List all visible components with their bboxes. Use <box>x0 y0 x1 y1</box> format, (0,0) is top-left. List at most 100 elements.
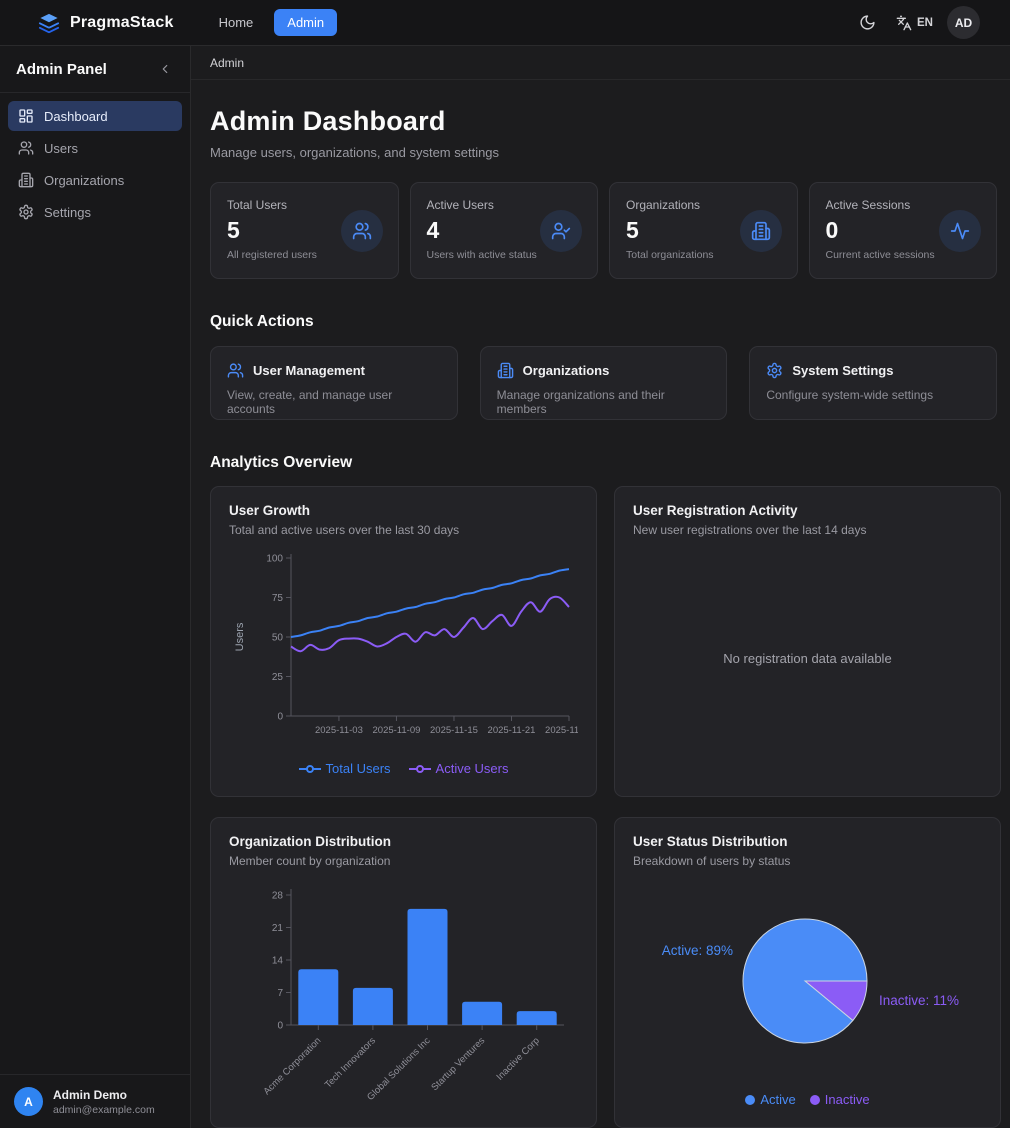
svg-text:14: 14 <box>272 956 284 967</box>
chart-title: User Status Distribution <box>633 834 788 849</box>
language-switcher[interactable]: EN <box>896 15 933 31</box>
dark-mode-toggle[interactable] <box>852 8 882 38</box>
stat-card: Organizations 5 Total organizations <box>609 182 798 279</box>
analytics-heading: Analytics Overview <box>210 454 353 471</box>
legend-line-icon <box>298 764 321 773</box>
quick-action-description: Configure system-wide settings <box>766 388 934 402</box>
stat-icon-badge <box>739 209 782 252</box>
navbar-link-home[interactable]: Home <box>218 15 254 30</box>
gear-icon <box>766 362 783 379</box>
svg-text:0: 0 <box>277 712 283 723</box>
user-name: Admin Demo <box>53 1087 128 1102</box>
chart-subtitle: Member count by organization <box>229 854 391 868</box>
legend-item[interactable]: Active Users <box>408 761 509 776</box>
line-chart-svg: 0 25 50 75 100 2025-11-03 2025-11-09 2025-11-15… <box>234 554 578 737</box>
svg-text:Users: Users <box>234 622 246 651</box>
building-icon <box>18 172 34 188</box>
brand-name: PragmaStack <box>70 13 174 31</box>
chart-body: 0 7 14 21 28 Acme Corporation Tech Innovators G… <box>229 868 578 1111</box>
svg-text:7: 7 <box>277 988 283 999</box>
user-check-icon <box>551 221 571 241</box>
svg-text:Inactive: 11%: Inactive: 11% <box>879 993 959 1008</box>
admin-sidebar: Admin Panel Dashboard Users Organization… <box>0 46 191 1128</box>
stat-icon-badge <box>939 209 981 252</box>
stat-description: Total organizations <box>626 249 714 261</box>
sidebar-title: Admin Panel <box>16 60 107 78</box>
quick-action-card[interactable]: Organizations Manage organizations and t… <box>479 346 728 420</box>
stat-description: Current active sessions <box>825 249 935 261</box>
svg-text:25: 25 <box>272 672 284 683</box>
users-icon <box>18 140 34 156</box>
chart-body: 0 25 50 75 100 2025-11-03 2025-11-09 2025-11-15… <box>229 537 578 780</box>
navbar-link-admin[interactable]: Admin <box>274 9 338 36</box>
chart-title: Organization Distribution <box>229 834 391 849</box>
activity-icon <box>950 221 970 241</box>
chart-body: Active: 89% Inactive: 11% Active Inactive <box>633 868 982 1111</box>
sidebar-collapse-button[interactable] <box>154 58 176 80</box>
sidebar-item-users[interactable]: Users <box>8 133 182 163</box>
svg-text:Active: 89%: Active: 89% <box>662 943 733 958</box>
sidebar-item-label: Users <box>44 140 78 156</box>
svg-text:Inactive Corp: Inactive Corp <box>494 1035 541 1082</box>
user-avatar: A <box>14 1087 43 1116</box>
chart-card-user-registration-activity: User Registration Activity New user regi… <box>614 486 1001 797</box>
quick-action-card[interactable]: User Management View, create, and manage… <box>210 346 458 420</box>
stat-value: 4 <box>426 217 440 243</box>
quick-action-description: View, create, and manage user accounts <box>227 388 393 416</box>
sidebar-item-label: Organizations <box>44 172 125 188</box>
svg-text:21: 21 <box>272 923 284 934</box>
stat-card: Active Sessions 0 Current active session… <box>808 182 997 279</box>
chart-subtitle: New user registrations over the last 14 … <box>633 523 867 537</box>
sidebar-nav: Dashboard Users Organizations Settings <box>0 93 190 235</box>
stat-value: 5 <box>227 217 240 243</box>
nav-links: Home Admin <box>206 9 852 36</box>
chart-body: No registration data available <box>633 537 982 780</box>
quick-actions-grid: User Management View, create, and manage… <box>210 346 997 420</box>
stat-description: Users with active status <box>426 249 537 261</box>
quick-action-title: User Management <box>253 363 365 378</box>
page-title: Admin Dashboard <box>210 106 446 136</box>
sidebar-header: Admin Panel <box>0 46 190 93</box>
gear-icon <box>18 204 34 220</box>
svg-text:2025-11-15: 2025-11-15 <box>430 725 478 736</box>
user-avatar-button[interactable]: AD <box>947 6 980 39</box>
legend-item[interactable]: Active <box>745 1092 796 1107</box>
svg-text:2025-11-03: 2025-11-03 <box>315 725 363 736</box>
quick-actions-heading: Quick Actions <box>210 313 314 330</box>
translate-icon <box>896 15 912 31</box>
sidebar-item-organizations[interactable]: Organizations <box>8 165 182 195</box>
brand[interactable]: PragmaStack <box>38 12 174 34</box>
charts-grid: User Growth Total and active users over … <box>210 486 1001 1128</box>
quick-action-title: Organizations <box>522 363 610 378</box>
stat-value: 0 <box>825 217 839 243</box>
chart-title: User Growth <box>229 503 311 518</box>
svg-text:28: 28 <box>272 891 284 902</box>
stat-card: Active Users 4 Users with active status <box>409 182 598 279</box>
svg-text:Startup Ventures: Startup Ventures <box>429 1035 487 1093</box>
stats-grid: Total Users 5 All registered users Activ… <box>210 182 997 279</box>
navbar-right: EN AD <box>852 6 980 39</box>
stat-label: Organizations <box>626 198 701 212</box>
chart-legend: Active Inactive <box>745 1084 870 1111</box>
sidebar-item-settings[interactable]: Settings <box>8 197 182 227</box>
pie-chart-svg: Active: 89% Inactive: 11% <box>662 918 959 1044</box>
svg-text:Tech Innovators: Tech Innovators <box>323 1035 378 1090</box>
sidebar-item-dashboard[interactable]: Dashboard <box>8 101 182 131</box>
users-icon <box>227 362 244 379</box>
users-icon <box>352 221 372 241</box>
svg-text:100: 100 <box>266 554 283 565</box>
breadcrumb: Admin <box>191 46 1010 80</box>
quick-action-description: Manage organizations and their members <box>496 388 665 416</box>
sidebar-user-block[interactable]: A Admin Demo admin@example.com <box>0 1074 190 1128</box>
legend-dot-icon <box>745 1094 756 1105</box>
building-icon <box>497 362 514 379</box>
quick-action-card[interactable]: System Settings Configure system-wide se… <box>749 346 997 420</box>
legend-item[interactable]: Total Users <box>298 761 391 776</box>
legend-item[interactable]: Inactive <box>809 1092 870 1107</box>
page-subtitle: Manage users, organizations, and system … <box>210 145 500 160</box>
stat-label: Active Users <box>426 198 494 212</box>
sidebar-item-label: Dashboard <box>44 108 108 124</box>
stat-label: Total Users <box>227 198 288 212</box>
